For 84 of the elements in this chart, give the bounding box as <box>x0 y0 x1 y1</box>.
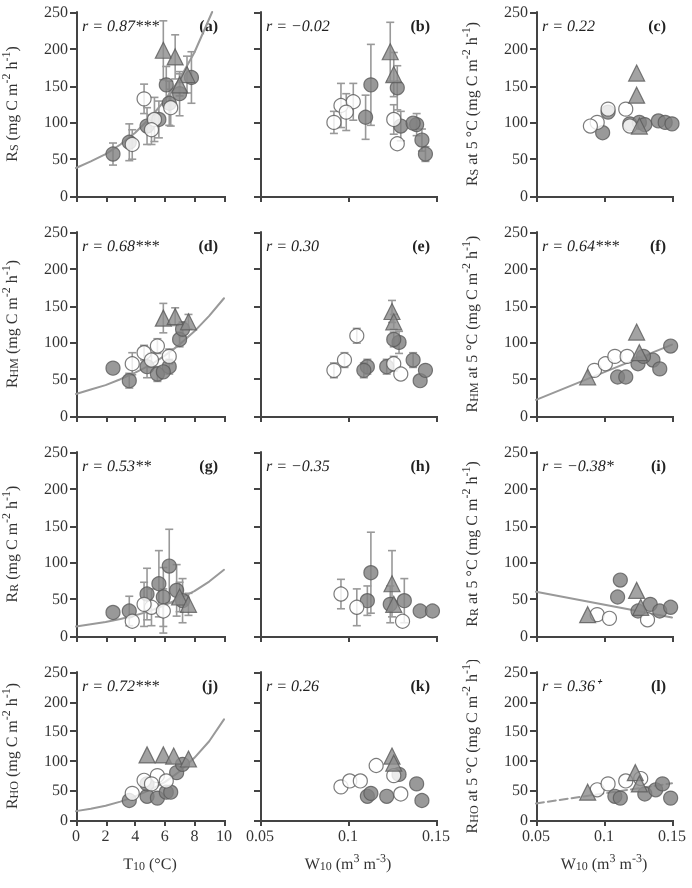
y-tick-label: 0 <box>520 627 528 645</box>
y-tick-label: 100 <box>504 553 528 572</box>
y-tick-label: 100 <box>44 751 68 770</box>
annotation: (b) <box>410 17 431 35</box>
annotation: (d) <box>198 237 219 255</box>
annotation: r = 0.87*** <box>82 17 160 35</box>
y-tick-label: 0 <box>60 187 68 205</box>
annotation: (l) <box>650 677 667 695</box>
annotation: (j) <box>202 677 219 695</box>
y-tick-label: 50 <box>52 781 68 800</box>
y-tick-label: 100 <box>504 333 528 352</box>
y-tick-label: 250 <box>44 223 68 241</box>
y-tick-label: 0 <box>520 811 528 829</box>
y-tick-label: 200 <box>44 39 68 58</box>
y-tick-label: 250 <box>504 443 528 461</box>
x-tick-label: 0 <box>72 827 80 845</box>
x-tick-label: 0.1 <box>594 827 614 845</box>
y-tick-label: 50 <box>512 370 528 389</box>
y-tick-label: 200 <box>504 39 528 58</box>
annotation: (f) <box>650 237 667 255</box>
y-tick-label: 150 <box>44 722 68 741</box>
y-tick-label: 100 <box>44 333 68 352</box>
annotation: (k) <box>410 677 431 695</box>
annotation: r = 0.72*** <box>82 677 160 695</box>
annotation: r = 0.64*** <box>542 237 620 255</box>
annotation: (h) <box>410 457 431 475</box>
annotation: r = −0.35 <box>266 457 330 475</box>
x-tick-label: 0.15 <box>422 827 450 845</box>
x-tick-label: 8 <box>190 827 199 845</box>
y-tick-label: 250 <box>44 663 68 681</box>
annotation: (g) <box>199 457 219 475</box>
x-tick-label: 2 <box>101 827 110 845</box>
x-tick-label: 0.1 <box>338 827 358 845</box>
x-tick-label: 10 <box>216 827 232 845</box>
y-tick-label: 150 <box>504 76 528 95</box>
y-tick-label: 150 <box>44 296 68 315</box>
y-tick-label: 50 <box>512 150 528 169</box>
y-tick-label: 250 <box>44 3 68 21</box>
y-tick-label: 200 <box>44 479 68 498</box>
y-tick-label: 0 <box>60 407 68 425</box>
annotation: (i) <box>650 457 667 475</box>
annotation: (a) <box>199 17 219 35</box>
y-tick-label: 150 <box>504 722 528 741</box>
y-tick-label: 100 <box>44 553 68 572</box>
y-tick-label: 50 <box>512 590 528 609</box>
y-tick-label: 100 <box>504 113 528 132</box>
y-tick-label: 0 <box>520 187 528 205</box>
y-tick-label: 200 <box>44 259 68 278</box>
y-tick-label: 250 <box>44 443 68 461</box>
annotation: r = 0.30 <box>266 237 320 255</box>
y-tick-label: 0 <box>60 627 68 645</box>
annotation: r = 0.26 <box>266 677 320 695</box>
y-tick-label: 150 <box>504 296 528 315</box>
x-tick-label: 0.05 <box>246 827 274 845</box>
annotation: r = 0.36⁺ <box>542 677 604 695</box>
y-tick-label: 200 <box>44 692 68 711</box>
x-tick-label: 0.15 <box>658 827 686 845</box>
y-tick-label: 200 <box>504 479 528 498</box>
annotation: r = 0.68*** <box>82 237 160 255</box>
annotation: r = 0.53** <box>82 457 152 475</box>
y-tick-label: 150 <box>44 76 68 95</box>
y-tick-label: 250 <box>504 3 528 21</box>
annotation: r = −0.38* <box>542 457 614 475</box>
y-tick-label: 100 <box>44 113 68 132</box>
y-tick-label: 200 <box>504 259 528 278</box>
y-tick-label: 150 <box>504 516 528 535</box>
annotation: r = 0.22 <box>542 17 596 35</box>
x-tick-label: 4 <box>131 827 140 845</box>
y-tick-label: 50 <box>52 370 68 389</box>
y-tick-label: 100 <box>504 751 528 770</box>
annotation: r = −0.02 <box>266 17 330 35</box>
y-tick-label: 50 <box>52 590 68 609</box>
annotation: (c) <box>648 17 667 35</box>
y-tick-label: 250 <box>504 223 528 241</box>
y-tick-label: 250 <box>504 663 528 681</box>
y-tick-label: 0 <box>60 811 68 829</box>
annotation: (e) <box>412 237 431 255</box>
x-tick-label: 6 <box>160 827 169 845</box>
x-tick-label: 0.05 <box>522 827 550 845</box>
y-tick-label: 0 <box>520 407 528 425</box>
y-tick-label: 50 <box>512 781 528 800</box>
y-tick-label: 200 <box>504 692 528 711</box>
y-tick-label: 50 <box>52 150 68 169</box>
y-tick-label: 150 <box>44 516 68 535</box>
